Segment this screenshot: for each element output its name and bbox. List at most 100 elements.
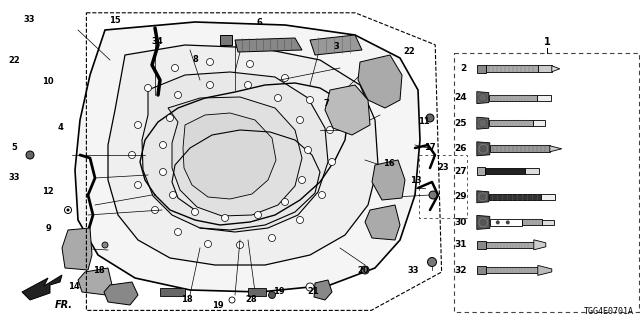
Polygon shape — [183, 113, 276, 199]
Circle shape — [67, 209, 70, 212]
Text: 34: 34 — [151, 37, 163, 46]
Polygon shape — [235, 38, 302, 52]
Circle shape — [298, 177, 305, 183]
Polygon shape — [365, 205, 400, 240]
Text: 5: 5 — [11, 143, 17, 152]
Circle shape — [305, 147, 312, 154]
Circle shape — [269, 292, 275, 299]
Bar — [485, 168, 525, 174]
Polygon shape — [550, 146, 562, 152]
Circle shape — [282, 198, 289, 205]
Circle shape — [207, 59, 214, 66]
Text: 9: 9 — [45, 224, 51, 233]
Text: 3: 3 — [333, 42, 339, 51]
Polygon shape — [538, 265, 552, 276]
Circle shape — [221, 214, 228, 221]
Bar — [490, 219, 522, 226]
Bar — [486, 242, 534, 248]
Circle shape — [244, 82, 252, 89]
Text: 33: 33 — [407, 266, 419, 275]
Circle shape — [306, 283, 314, 291]
Polygon shape — [477, 215, 490, 229]
Bar — [489, 95, 537, 100]
Circle shape — [428, 258, 436, 267]
Text: 32: 32 — [454, 266, 467, 275]
Text: 31: 31 — [454, 240, 467, 249]
Text: 17: 17 — [424, 143, 436, 152]
Polygon shape — [168, 97, 302, 216]
Text: 29: 29 — [454, 192, 467, 201]
Text: 1: 1 — [544, 36, 550, 47]
Text: 26: 26 — [454, 144, 467, 153]
Text: 6: 6 — [256, 18, 262, 27]
Text: 33: 33 — [8, 173, 20, 182]
Polygon shape — [477, 117, 489, 129]
Text: 2: 2 — [461, 64, 467, 73]
Bar — [477, 266, 486, 274]
Text: 28: 28 — [245, 295, 257, 304]
Circle shape — [496, 220, 500, 224]
Bar — [489, 194, 541, 200]
Polygon shape — [78, 268, 112, 295]
Bar — [477, 241, 486, 249]
Bar — [532, 120, 545, 126]
Circle shape — [255, 212, 262, 219]
Text: 19: 19 — [212, 301, 223, 310]
Text: 20: 20 — [358, 266, 369, 275]
Circle shape — [145, 84, 152, 92]
Text: 4: 4 — [58, 124, 64, 132]
Bar — [248, 288, 266, 296]
Polygon shape — [22, 275, 62, 300]
Circle shape — [307, 97, 314, 103]
Text: 25: 25 — [454, 119, 467, 128]
Text: 27: 27 — [454, 167, 467, 176]
Text: 10: 10 — [42, 77, 54, 86]
Bar — [522, 220, 542, 225]
Circle shape — [506, 220, 510, 224]
Text: 22: 22 — [8, 56, 20, 65]
Polygon shape — [477, 142, 490, 156]
Circle shape — [205, 241, 211, 247]
Polygon shape — [104, 282, 138, 305]
Bar — [538, 65, 552, 72]
Circle shape — [328, 158, 335, 165]
Circle shape — [296, 217, 303, 223]
Circle shape — [282, 75, 289, 82]
Bar — [477, 167, 485, 175]
Circle shape — [237, 242, 243, 249]
Polygon shape — [142, 72, 328, 232]
Circle shape — [429, 191, 437, 199]
Circle shape — [129, 151, 136, 158]
Circle shape — [172, 65, 179, 71]
Bar — [489, 120, 532, 126]
Polygon shape — [325, 85, 370, 135]
Circle shape — [361, 266, 369, 274]
Circle shape — [326, 126, 333, 133]
Bar — [220, 35, 232, 45]
Circle shape — [102, 242, 108, 248]
Bar — [486, 268, 538, 273]
Text: 18: 18 — [93, 266, 105, 275]
Text: 13: 13 — [410, 176, 422, 185]
Circle shape — [175, 228, 182, 236]
Circle shape — [159, 169, 166, 175]
Bar — [541, 194, 555, 200]
Circle shape — [26, 151, 34, 159]
Polygon shape — [372, 160, 405, 200]
Text: 11: 11 — [418, 117, 429, 126]
Polygon shape — [477, 191, 489, 203]
Circle shape — [65, 206, 72, 213]
Text: 24: 24 — [454, 93, 467, 102]
Polygon shape — [108, 45, 378, 265]
Polygon shape — [534, 240, 546, 250]
Circle shape — [166, 115, 173, 122]
Polygon shape — [358, 55, 402, 108]
Polygon shape — [477, 92, 489, 104]
Bar — [160, 288, 185, 296]
Text: 8: 8 — [193, 55, 198, 64]
Text: 23: 23 — [438, 164, 449, 172]
Bar — [542, 220, 554, 225]
Circle shape — [159, 141, 166, 148]
Text: 18: 18 — [181, 295, 193, 304]
Circle shape — [134, 122, 141, 129]
